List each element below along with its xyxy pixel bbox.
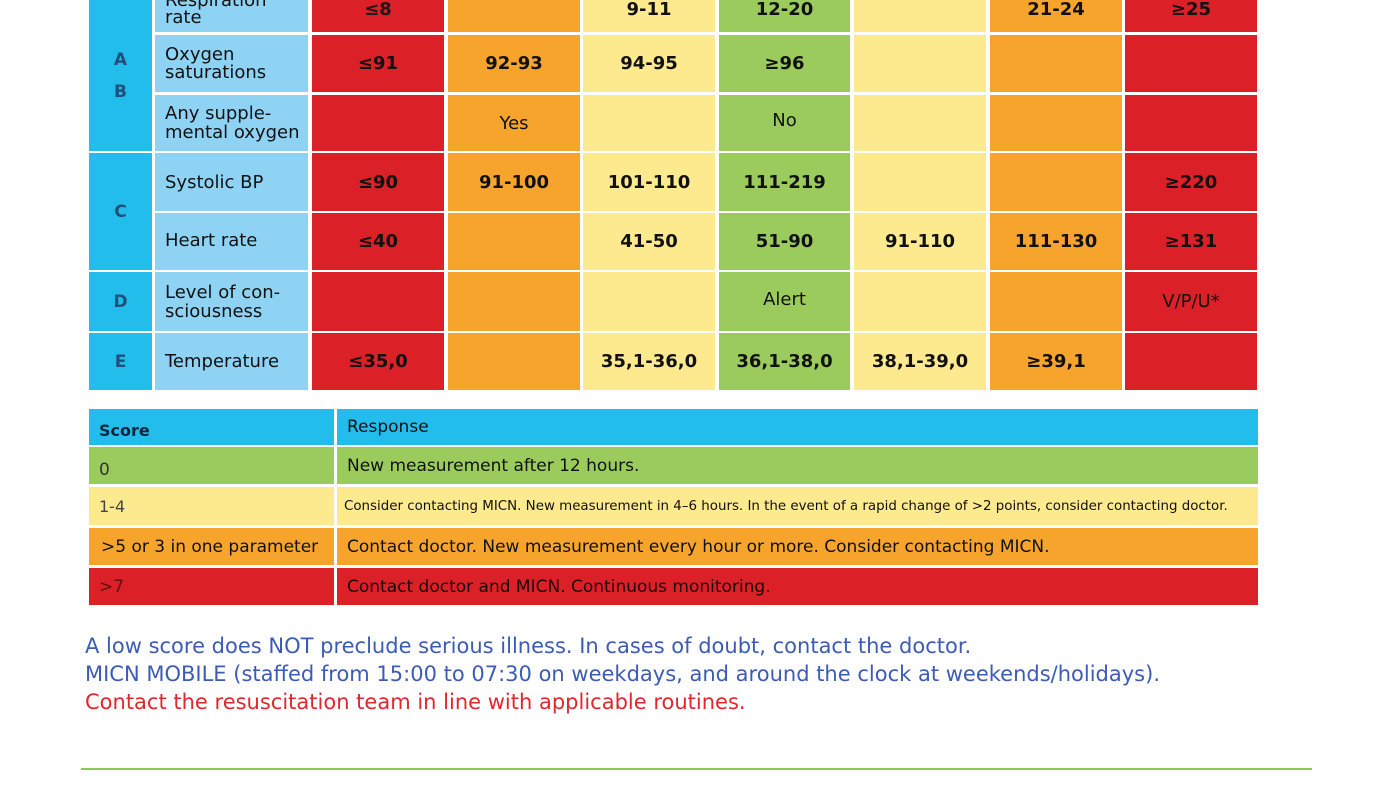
cell-hr-6: 111-130 xyxy=(990,213,1122,270)
cell-o2-5 xyxy=(854,95,986,151)
letter-a: A xyxy=(113,49,128,70)
footer-divider xyxy=(81,768,1312,770)
cell-spo2-2: 92-93 xyxy=(448,35,580,92)
score-row-3-response: Contact doctor and MICN. Continuous moni… xyxy=(337,568,1258,605)
letter-cell-e: E xyxy=(89,333,152,390)
letter-cell-top: A B xyxy=(89,0,152,151)
cell-hr-5: 91-110 xyxy=(854,213,986,270)
cell-sbp-6 xyxy=(990,153,1122,211)
cell-hr-2 xyxy=(448,213,580,270)
score-row-0-response: New measurement after 12 hours. xyxy=(337,447,1258,484)
cell-resp-2 xyxy=(448,0,580,32)
cell-loc-6 xyxy=(990,272,1122,331)
label-heart-rate: Heart rate xyxy=(155,213,308,270)
cell-loc-7: V/P/U* xyxy=(1125,272,1257,331)
cell-sbp-2: 91-100 xyxy=(448,153,580,211)
cell-resp-6: 21-24 xyxy=(990,0,1122,32)
cell-spo2-4: ≥96 xyxy=(719,35,850,92)
cell-temp-4: 36,1-38,0 xyxy=(719,333,850,390)
cell-spo2-1: ≤91 xyxy=(312,35,444,92)
letter-cell-c: C xyxy=(89,153,152,270)
label-supplemental-oxygen: Any supple- mental oxygen xyxy=(155,95,308,151)
cell-temp-3: 35,1-36,0 xyxy=(583,333,715,390)
cell-hr-4: 51-90 xyxy=(719,213,850,270)
label-respiration-rate: Respiration rate xyxy=(155,0,308,32)
cell-spo2-5 xyxy=(854,35,986,92)
letter-b: B xyxy=(114,81,127,102)
cell-temp-5: 38,1-39,0 xyxy=(854,333,986,390)
note-micn-mobile: MICN MOBILE (staffed from 15:00 to 07:30… xyxy=(85,662,1160,686)
cell-sbp-7: ≥220 xyxy=(1125,153,1257,211)
cell-temp-6: ≥39,1 xyxy=(990,333,1122,390)
cell-o2-3 xyxy=(583,95,715,151)
label-systolic-bp: Systolic BP xyxy=(155,153,308,211)
cell-resp-4: 12-20 xyxy=(719,0,850,32)
cell-resp-3: 9-11 xyxy=(583,0,715,32)
score-row-3-score: >7 xyxy=(89,568,334,605)
cell-temp-2 xyxy=(448,333,580,390)
score-header: Score xyxy=(89,409,334,445)
cell-loc-3 xyxy=(583,272,715,331)
cell-o2-7 xyxy=(1125,95,1257,151)
cell-hr-1: ≤40 xyxy=(312,213,444,270)
cell-sbp-4: 111-219 xyxy=(719,153,850,211)
note-low-score: A low score does NOT preclude serious il… xyxy=(85,634,972,658)
cell-spo2-3: 94-95 xyxy=(583,35,715,92)
cell-spo2-7 xyxy=(1125,35,1257,92)
cell-sbp-5 xyxy=(854,153,986,211)
cell-sbp-3: 101-110 xyxy=(583,153,715,211)
label-consciousness: Level of con- sciousness xyxy=(155,272,308,331)
cell-loc-1 xyxy=(312,272,444,331)
score-row-2-score: >5 or 3 in one parameter xyxy=(89,528,334,565)
cell-hr-3: 41-50 xyxy=(583,213,715,270)
response-header: Response xyxy=(337,409,1258,445)
score-row-2-response: Contact doctor. New measurement every ho… xyxy=(337,528,1258,565)
cell-temp-1: ≤35,0 xyxy=(312,333,444,390)
cell-hr-7: ≥131 xyxy=(1125,213,1257,270)
label-temperature: Temperature xyxy=(155,333,308,390)
score-row-0-score: 0 xyxy=(89,447,334,484)
cell-loc-2 xyxy=(448,272,580,331)
cell-spo2-6 xyxy=(990,35,1122,92)
cell-loc-4: Alert xyxy=(719,272,850,331)
cell-resp-5 xyxy=(854,0,986,32)
cell-resp-7: ≥25 xyxy=(1125,0,1257,32)
cell-o2-1 xyxy=(312,95,444,151)
label-oxygen-saturations: Oxygen saturations xyxy=(155,35,308,92)
cell-sbp-1: ≤90 xyxy=(312,153,444,211)
score-row-1-response: Consider contacting MICN. New measuremen… xyxy=(337,487,1258,525)
cell-temp-7 xyxy=(1125,333,1257,390)
letter-cell-d: D xyxy=(89,272,152,331)
cell-o2-4: No xyxy=(719,95,850,151)
score-row-1-score: 1-4 xyxy=(89,487,334,525)
cell-resp-1: ≤8 xyxy=(312,0,444,32)
cell-o2-2: Yes xyxy=(448,95,580,151)
cell-o2-6 xyxy=(990,95,1122,151)
note-resuscitation: Contact the resuscitation team in line w… xyxy=(85,690,746,714)
cell-loc-5 xyxy=(854,272,986,331)
